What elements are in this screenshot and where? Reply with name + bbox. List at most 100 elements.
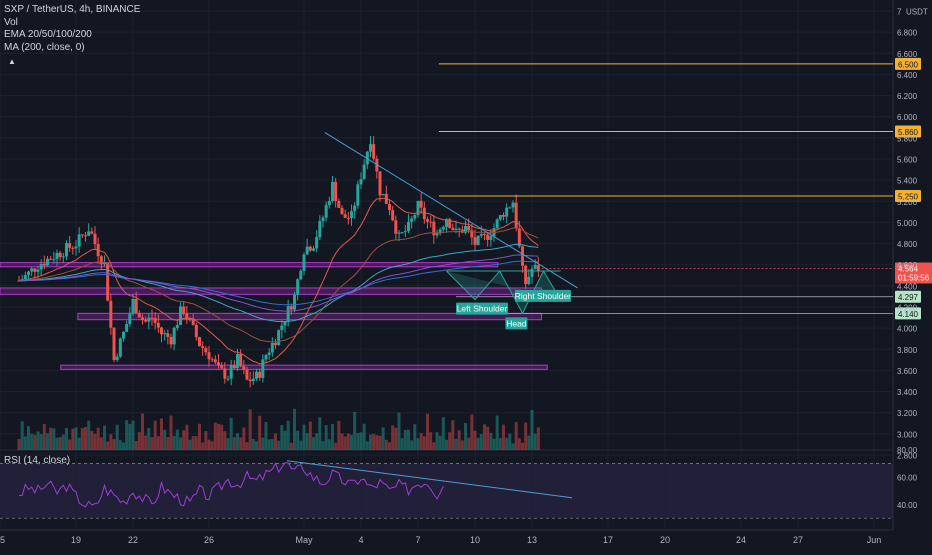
volume-bar (400, 438, 404, 450)
volume-bar (163, 429, 167, 450)
candle-body (36, 269, 40, 272)
volume-bar (141, 413, 144, 450)
volume-bar (236, 433, 239, 450)
volume-bar (536, 427, 540, 450)
candle-body (495, 219, 499, 229)
price-levels: 6.500 5.860 5.250 4.297 4.140 (438, 57, 921, 320)
volume-bar (517, 438, 521, 450)
collapse-legend-icon[interactable]: ▲ (8, 57, 16, 66)
left-shoulder-label: Left Shoulder (457, 304, 508, 314)
volume-bars (17, 408, 540, 450)
rsi-indicator-label[interactable]: RSI (14, close) (4, 455, 71, 466)
candle-body (58, 252, 62, 257)
candle-body (52, 259, 56, 261)
marker-level-tag (895, 290, 921, 303)
volume-bar (147, 428, 151, 450)
volume-bar (498, 437, 502, 450)
symbol-title[interactable]: SXP / TetherUS, 4h, BINANCE (4, 4, 141, 15)
candle-body (388, 203, 391, 211)
time-tick-label: 10 (470, 535, 480, 545)
volume-bar (255, 441, 258, 450)
candle-body (169, 336, 173, 345)
volume-bar (315, 433, 319, 450)
volume-bar (220, 424, 224, 450)
price-zone (77, 312, 543, 321)
price-tick-label: 6.600 (897, 50, 918, 59)
ema-indicator-label[interactable]: EMA 20/50/100/200 (4, 29, 92, 40)
time-axis: 15 19 22 26 May 4 7 10 13 17 20 24 27 Jun (0, 535, 881, 545)
volume-bar (486, 426, 490, 450)
volume-bar (71, 428, 75, 450)
volume-bar (185, 424, 189, 450)
candle-body (400, 232, 404, 234)
candle-body (27, 271, 30, 276)
candle-body (473, 237, 477, 245)
volume-bar (39, 434, 43, 450)
candle-body (131, 298, 135, 314)
candle-body (185, 313, 189, 319)
price-tick-label: 4.400 (897, 282, 918, 291)
candle-body (536, 265, 540, 272)
candle-body (93, 233, 97, 245)
price-zone (0, 287, 542, 295)
candle-body (350, 211, 353, 219)
candle-body (156, 322, 160, 328)
volume-bar (460, 440, 464, 450)
price-tick-label: 3.400 (897, 388, 918, 397)
candle-body (204, 348, 208, 353)
ema-50-line (18, 227, 539, 343)
volume-bar (280, 424, 284, 450)
candle-body (87, 231, 91, 236)
volume-bar (321, 441, 325, 450)
price-tick-label: 5.800 (897, 134, 918, 143)
candle-body (226, 378, 230, 380)
volume-bar (150, 437, 154, 450)
volume-bar (191, 435, 195, 450)
volume-bar (473, 430, 477, 450)
volume-bar (74, 427, 78, 450)
volume-bar (505, 437, 509, 450)
candle-body (432, 221, 436, 236)
volume-indicator-label[interactable]: Vol (4, 16, 18, 28)
price-tick-label: 6.800 (897, 29, 918, 38)
volume-bar (375, 435, 379, 450)
candle-body (346, 217, 350, 219)
candle-body (293, 294, 296, 310)
candle-body (441, 226, 445, 230)
volume-bar (204, 431, 208, 450)
volume-bar (394, 427, 398, 450)
volume-bar (296, 430, 300, 450)
volume-bar (346, 433, 350, 450)
price-tick-label: 5.200 (897, 198, 918, 207)
volume-bar (356, 433, 360, 450)
volume-bar (467, 437, 471, 450)
candle-body (524, 265, 528, 285)
candle-body (23, 275, 27, 280)
candle-body (33, 268, 37, 272)
volume-bar (419, 433, 423, 450)
candle-body (242, 366, 246, 370)
candle-body (397, 232, 401, 234)
volume-bar (58, 437, 62, 450)
volume-bar (327, 439, 331, 450)
candle-body (103, 262, 106, 265)
candle-body (144, 320, 148, 322)
volume-bar (283, 430, 287, 450)
candle-body (489, 236, 493, 240)
volume-bar (251, 438, 255, 450)
volume-bar (182, 430, 186, 450)
volume-bar (93, 433, 97, 450)
candle-body (302, 254, 306, 271)
candle-body (470, 230, 474, 238)
volume-bar (331, 423, 334, 450)
volume-bar (217, 423, 220, 450)
left-shoulder-label-bg (456, 302, 508, 315)
volume-bar (232, 437, 236, 450)
volume-bar (194, 436, 198, 450)
head-label: Head (506, 318, 527, 328)
candle-body (65, 243, 68, 257)
ma-indicator-label[interactable]: MA (200, close, 0) (4, 41, 85, 53)
volume-bar (521, 442, 524, 450)
